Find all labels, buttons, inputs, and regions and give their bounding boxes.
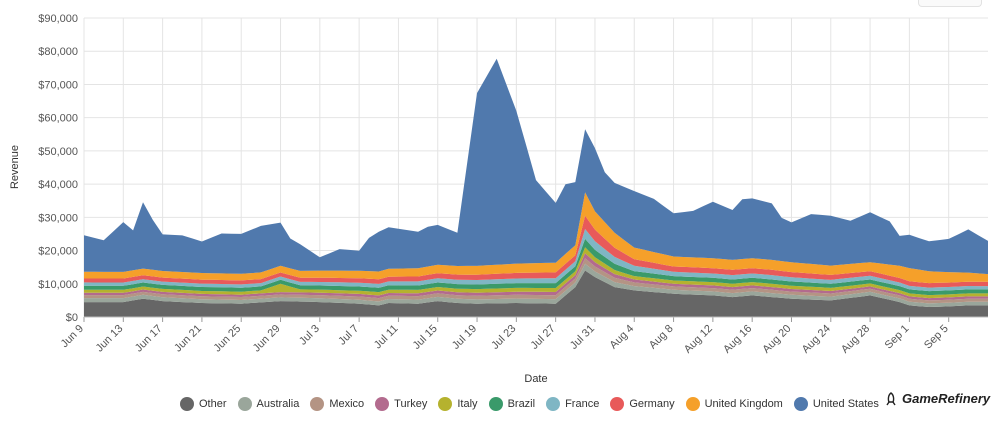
y-axis-ticks: $0 $10,000 $20,000 $30,000 $40,000 $50,000 $60… — [38, 13, 78, 324]
x-tick-label: Jul 3 — [297, 323, 322, 348]
legend-item-united-kingdom[interactable]: United Kingdom — [685, 397, 783, 411]
y-tick-label: $20,000 — [38, 246, 78, 258]
legend-label: France — [565, 398, 600, 410]
legend-swatch — [610, 397, 625, 411]
legend-swatch — [546, 397, 561, 411]
y-tick-label: $0 — [66, 312, 78, 324]
x-tick-label: Sep 5 — [922, 323, 951, 352]
legend-item-brazil[interactable]: Brazil — [488, 397, 536, 411]
legend-label: United Kingdom — [704, 398, 783, 410]
y-tick-label: $10,000 — [38, 279, 78, 291]
legend-item-united-states[interactable]: United States — [793, 397, 879, 411]
top-control[interactable] — [918, 0, 982, 7]
x-tick-label: Jul 23 — [489, 323, 518, 352]
area-united-kingdom — [84, 192, 988, 284]
x-tick-label: Aug 24 — [800, 323, 833, 356]
y-tick-label: $30,000 — [38, 212, 78, 224]
legend-swatch — [180, 397, 194, 411]
area-turkey — [84, 253, 988, 301]
area-mexico — [84, 258, 988, 304]
legend-label: Mexico — [329, 398, 365, 410]
legend-item-france[interactable]: France — [546, 397, 599, 411]
y-tick-label: $60,000 — [38, 113, 78, 125]
legend-label: Germany — [629, 398, 675, 410]
y-tick-label: $90,000 — [38, 13, 78, 25]
x-tick-label: Jul 11 — [372, 323, 401, 352]
area-germany — [84, 215, 988, 288]
x-tick-label: Jun 13 — [94, 323, 126, 355]
legend-item-mexico[interactable]: Mexico — [310, 397, 364, 411]
y-tick-label: $80,000 — [38, 46, 78, 58]
legend-item-italy[interactable]: Italy — [438, 397, 478, 411]
x-tick-label: Sep 1 — [883, 323, 912, 352]
x-tick-label: Jun 29 — [251, 323, 283, 355]
legend-label: United States — [812, 398, 879, 410]
brand-name: GameRefinery — [902, 391, 991, 406]
area-australia — [84, 263, 988, 307]
legend-item-other[interactable]: Other — [180, 397, 227, 411]
x-tick-label: Jul 19 — [450, 323, 479, 352]
y-tick-label: $40,000 — [38, 179, 78, 191]
chart-legend: Other Australia Mexico Turkey Italy Brazil Fra… — [180, 397, 890, 411]
x-tick-label: Aug 8 — [647, 323, 676, 352]
x-tick-label: Jul 7 — [336, 323, 361, 348]
legend-label: Brazil — [507, 398, 536, 410]
x-tick-label: Aug 16 — [721, 323, 754, 356]
x-tick-label: Aug 20 — [760, 323, 793, 356]
legend-label: Italy — [457, 398, 478, 410]
x-tick-label: Jun 17 — [133, 323, 165, 355]
x-tick-label: Aug 12 — [682, 323, 715, 356]
area-brazil — [84, 238, 988, 296]
area-united-states — [84, 58, 988, 275]
x-tick-label: Jun 21 — [172, 323, 204, 355]
legend-swatch — [488, 397, 503, 411]
legend-item-germany[interactable]: Germany — [610, 397, 675, 411]
x-axis-title: Date — [524, 373, 547, 385]
area-italy — [84, 247, 988, 299]
legend-item-australia[interactable]: Australia — [237, 397, 300, 411]
legend-swatch — [237, 397, 252, 411]
x-tick-label: Jul 31 — [568, 323, 597, 352]
legend-label: Other — [199, 398, 227, 410]
y-tick-label: $50,000 — [38, 146, 78, 158]
y-axis-title: Revenue — [9, 145, 21, 189]
legend-swatch — [375, 397, 390, 411]
legend-swatch — [310, 397, 325, 411]
legend-swatch — [438, 397, 453, 411]
chart-areas — [84, 58, 988, 317]
legend-label: Turkey — [394, 398, 428, 410]
legend-swatch — [793, 397, 808, 411]
y-tick-label: $70,000 — [38, 79, 78, 91]
x-tick-label: Jun 9 — [59, 323, 87, 351]
x-tick-label: Jul 15 — [411, 323, 440, 352]
area-france — [84, 229, 988, 292]
brand-logo: GameRefinery — [884, 391, 990, 406]
rocket-icon — [886, 391, 896, 405]
x-tick-label: Aug 4 — [608, 323, 637, 352]
legend-item-turkey[interactable]: Turkey — [375, 397, 427, 411]
x-axis-ticks: Jun 9 Jun 13 Jun 17 Jun 21 Jun 25 Jun 29 Jul 3… — [59, 316, 988, 356]
area-other — [84, 270, 988, 317]
x-tick-label: Jul 27 — [529, 323, 558, 352]
x-tick-label: Jun 25 — [211, 323, 243, 355]
legend-swatch — [685, 397, 700, 411]
legend-label: Australia — [256, 398, 300, 410]
x-tick-label: Aug 28 — [839, 323, 872, 356]
